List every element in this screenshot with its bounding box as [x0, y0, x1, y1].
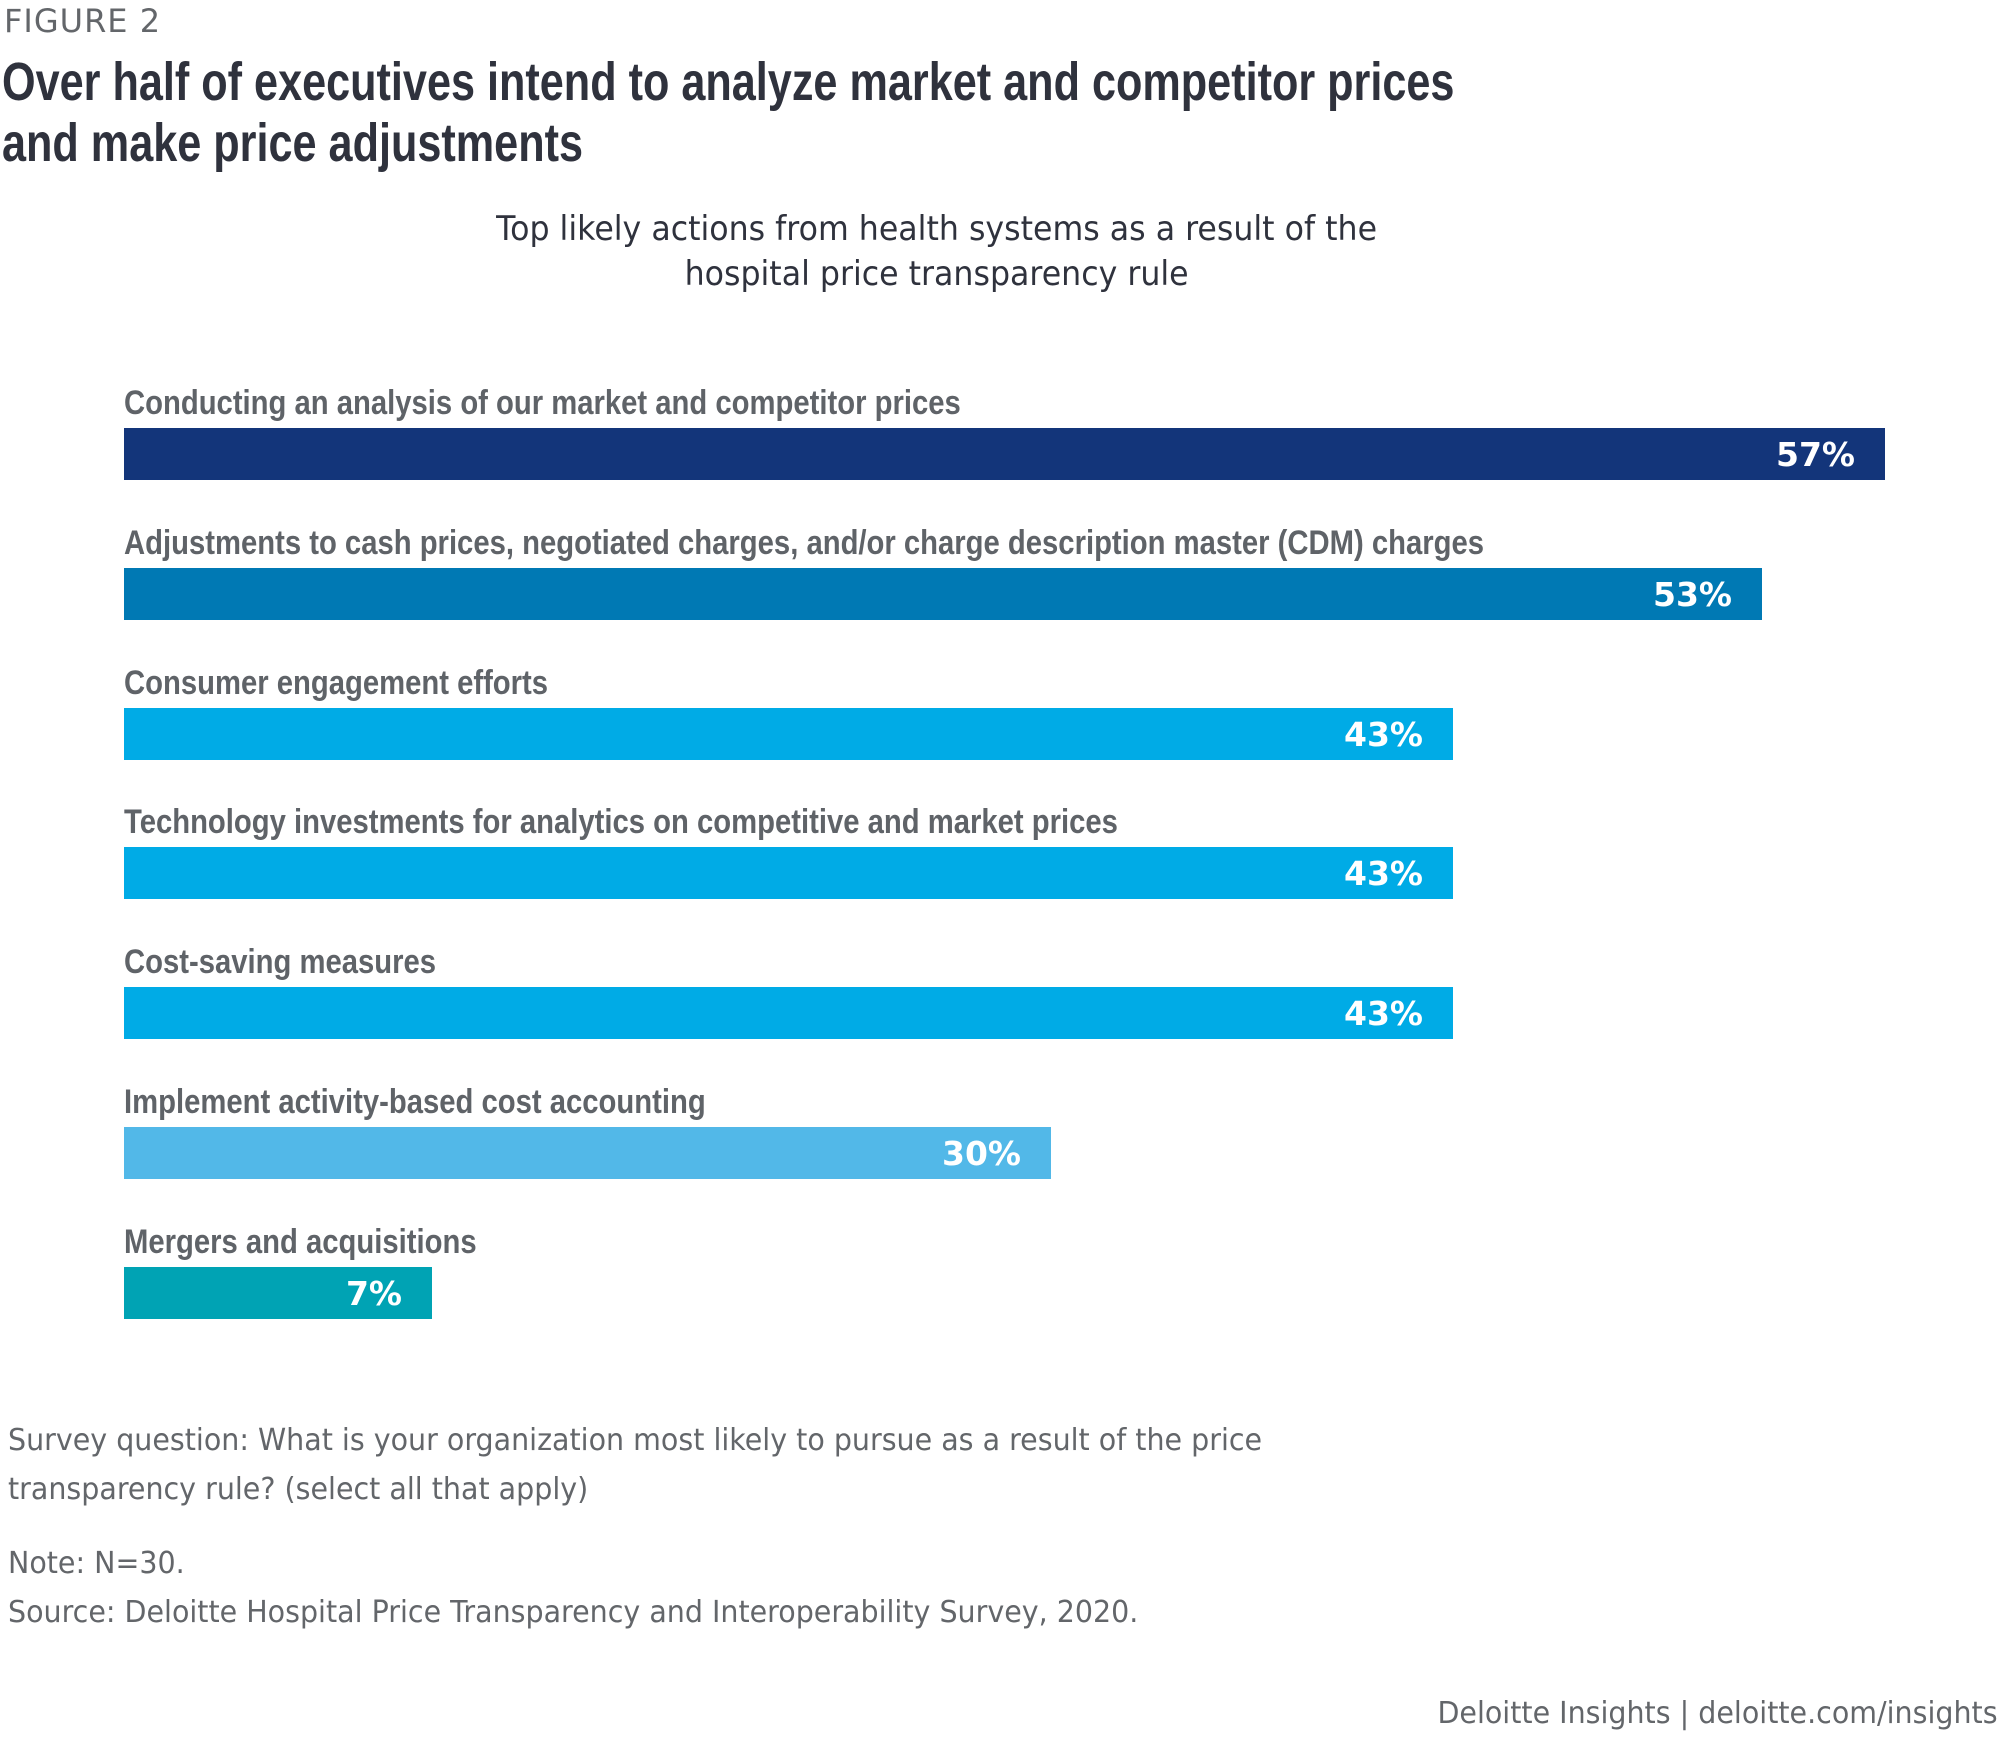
- chart-subtitle-line-2: hospital price transparency rule: [684, 254, 1190, 294]
- bar: 7%: [124, 1267, 432, 1319]
- deloitte-insights-credit: Deloitte Insights | deloitte.com/insight…: [1437, 1696, 1998, 1731]
- survey-question-line-1: Survey question: What is your organizati…: [8, 1423, 1263, 1458]
- bar-category-label: Technology investments for analytics on …: [124, 803, 1118, 841]
- bar: 43%: [124, 708, 1453, 760]
- chart-title-line-2: and make price adjustments: [2, 113, 584, 173]
- chart-subtitle-text: Top likely actions from health systems a…: [497, 207, 1378, 297]
- bar-value-label: 7%: [345, 1274, 402, 1313]
- bar-category-label: Conducting an analysis of our market and…: [124, 384, 961, 422]
- bar-category-label: Consumer engagement efforts: [124, 664, 549, 702]
- bar-category-label: Implement activity-based cost accounting: [124, 1083, 706, 1121]
- bar-category-label: Mergers and acquisitions: [124, 1223, 477, 1261]
- chart-subtitle-line-1: Top likely actions from health systems a…: [496, 209, 1378, 249]
- bar-value-label: 43%: [1344, 715, 1423, 754]
- chart-subtitle: Top likely actions from health systems a…: [0, 207, 1874, 297]
- chart-title: Over half of executives intend to analyz…: [2, 52, 1454, 174]
- bar-value-label: 30%: [942, 1134, 1021, 1173]
- bar: 53%: [124, 568, 1762, 620]
- bar-category-label: Cost-saving measures: [124, 943, 437, 981]
- bar-value-label: 43%: [1344, 854, 1423, 893]
- figure-label: FIGURE 2: [4, 2, 162, 40]
- note-text: Note: N=30.: [8, 1546, 185, 1581]
- bar-value-label: 53%: [1653, 575, 1732, 614]
- bar: 57%: [124, 428, 1885, 480]
- bar-value-label: 57%: [1776, 435, 1855, 474]
- chart-title-line-1: Over half of executives intend to analyz…: [2, 52, 1455, 112]
- survey-question-line-2: transparency rule? (select all that appl…: [8, 1472, 589, 1507]
- bar-value-label: 43%: [1344, 994, 1423, 1033]
- bar-category-label: Adjustments to cash prices, negotiated c…: [124, 524, 1485, 562]
- source-text: Source: Deloitte Hospital Price Transpar…: [8, 1595, 1139, 1630]
- bar: 43%: [124, 847, 1453, 899]
- bar: 43%: [124, 987, 1453, 1039]
- bar: 30%: [124, 1127, 1051, 1179]
